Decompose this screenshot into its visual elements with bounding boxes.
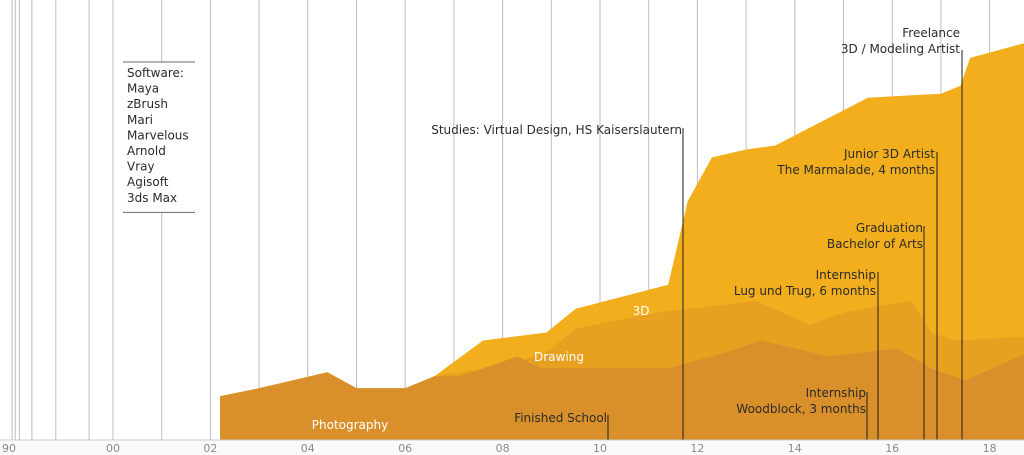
annotation-label: Studies: Virtual Design, HS Kaiserslaute…	[431, 123, 682, 137]
x-axis-band	[0, 441, 1024, 455]
annotation-label: Internship	[806, 386, 866, 400]
x-tick-label: 90	[2, 442, 16, 455]
area-photography	[220, 340, 1024, 440]
x-tick-label: 08	[496, 442, 510, 455]
software-item: Marvelous	[127, 128, 189, 142]
annotation-label: Junior 3D Artist	[843, 147, 935, 161]
x-tick-label: 06	[398, 442, 412, 455]
x-tick-label: 18	[983, 442, 997, 455]
label-photography: Photography	[312, 418, 388, 432]
software-item: Mari	[127, 113, 153, 127]
annotation-label: Internship	[816, 268, 876, 282]
software-item: zBrush	[127, 97, 168, 111]
annotation-label: Bachelor of Arts	[827, 237, 923, 251]
annotation-label: The Marmalade, 4 months	[776, 163, 935, 177]
annotation-label: Woodblock, 3 months	[736, 402, 866, 416]
x-tick-label: 04	[301, 442, 315, 455]
annotation-label: 3D / Modeling Artist	[841, 42, 960, 56]
annotation-label: Lug und Trug, 6 months	[734, 284, 876, 298]
x-tick-label: 14	[788, 442, 802, 455]
area-layers	[220, 43, 1024, 440]
x-tick-label: 02	[203, 442, 217, 455]
x-tick-label: 12	[690, 442, 704, 455]
software-item: Vray	[127, 160, 155, 174]
annotation-label: Finished School	[514, 411, 607, 425]
software-item: 3ds Max	[127, 191, 177, 205]
software-item: Arnold	[127, 144, 166, 158]
x-tick-label: 10	[593, 442, 607, 455]
annotation-label: Freelance	[902, 26, 960, 40]
software-item: Agisoft	[127, 175, 169, 189]
annotation-guides	[607, 50, 963, 440]
label-drawing: Drawing	[534, 350, 584, 364]
software-box	[123, 62, 195, 213]
x-tick-label: 16	[885, 442, 899, 455]
software-item: Maya	[127, 82, 159, 96]
annotation-label: Graduation	[856, 221, 923, 235]
software-heading: Software:	[127, 66, 184, 80]
x-axis: 90 00 02 04 06 08 10 12 14 16 18	[0, 439, 1024, 455]
x-tick-label: 00	[106, 442, 120, 455]
annotation-texts: 3D Drawing Photography Studies: Virtual Des…	[123, 26, 960, 432]
label-3d: 3D	[633, 304, 650, 318]
